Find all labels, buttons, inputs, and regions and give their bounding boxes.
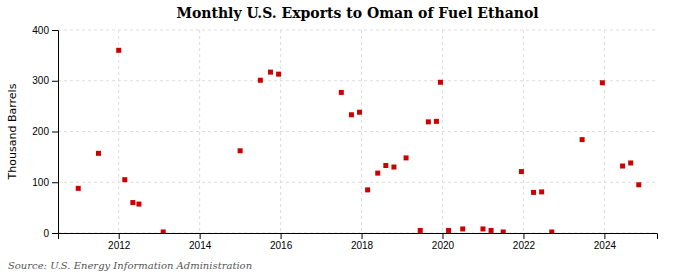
point xyxy=(636,182,641,187)
point xyxy=(375,171,380,176)
grid xyxy=(58,30,657,233)
x-tick-mark xyxy=(604,233,605,239)
points xyxy=(76,48,642,233)
x-grid-line xyxy=(523,30,524,233)
x-tick: 2018 xyxy=(351,233,374,251)
chart: 2012 2014 2016 2018 2020 2022 2024 0 100 200 300 40… xyxy=(0,0,675,275)
point xyxy=(383,163,388,168)
x-tick-label: 2012 xyxy=(108,240,131,251)
y-axis-line xyxy=(52,31,59,234)
y-tick: 100 xyxy=(32,177,58,188)
x-tick-mark xyxy=(523,233,524,239)
x-tick: 2016 xyxy=(270,233,293,251)
x-tick-mark xyxy=(281,233,282,239)
point xyxy=(365,187,370,192)
y-tick: 200 xyxy=(32,126,58,137)
x-axis: 2012 2014 2016 2018 2020 2022 2024 xyxy=(59,233,658,251)
y-tick-mark xyxy=(52,30,58,31)
point xyxy=(539,189,544,194)
y-tick-mark xyxy=(52,132,58,133)
y-tick-label: 400 xyxy=(32,25,49,36)
point xyxy=(258,78,263,83)
point xyxy=(519,169,524,174)
y-tick-mark xyxy=(52,81,58,82)
x-tick-mark xyxy=(200,233,201,239)
x-tick-label: 2022 xyxy=(513,240,536,251)
point xyxy=(549,229,554,233)
y-tick: 400 xyxy=(32,25,58,36)
point xyxy=(391,165,396,170)
point xyxy=(339,90,344,95)
y-tick-label: 100 xyxy=(32,177,49,188)
y-tick-label: 0 xyxy=(43,228,49,239)
y-axis-label: Thousand Barrels xyxy=(6,83,19,180)
x-grid-line xyxy=(199,30,200,233)
y-grid-line xyxy=(58,131,657,132)
y-grid-line xyxy=(58,30,657,31)
point xyxy=(446,228,451,233)
x-tick: 2024 xyxy=(594,233,617,251)
point xyxy=(349,112,354,117)
x-tick-label: 2016 xyxy=(270,240,293,251)
x-grid-line xyxy=(361,30,362,233)
point xyxy=(418,228,423,233)
point xyxy=(76,186,81,191)
point xyxy=(136,202,141,207)
x-tick: 2020 xyxy=(432,233,455,251)
point xyxy=(531,190,536,195)
x-tick-label: 2018 xyxy=(351,240,374,251)
point xyxy=(438,80,443,85)
y-tick-mark xyxy=(52,182,58,183)
x-tick-label: 2014 xyxy=(189,240,212,251)
annotation: Source: U.S. Energy Information Administ… xyxy=(8,260,252,271)
point xyxy=(404,155,409,160)
point xyxy=(501,229,506,233)
point xyxy=(96,151,101,156)
point xyxy=(238,148,243,153)
x-tick-mark xyxy=(362,233,363,239)
point xyxy=(620,164,625,169)
point xyxy=(161,229,166,233)
point xyxy=(357,110,362,115)
y-grid-line xyxy=(58,182,657,183)
plot: 2012 2014 2016 2018 2020 2022 2024 0 100 200 300 40… xyxy=(32,25,657,251)
x-tick-label: 2020 xyxy=(432,240,455,251)
title: Monthly U.S. Exports to Oman of Fuel Eth… xyxy=(176,5,538,21)
y-tick: 0 xyxy=(43,228,58,239)
y-tick: 300 xyxy=(32,75,58,86)
y-tick-label: 200 xyxy=(32,126,49,137)
y-tick-mark xyxy=(52,233,58,234)
point xyxy=(434,119,439,124)
point xyxy=(116,48,121,53)
x-tick-mark xyxy=(442,233,443,239)
x-tick: 2022 xyxy=(513,233,536,251)
y-axis: 0 100 200 300 400 xyxy=(32,25,58,239)
x-tick: 2014 xyxy=(189,233,212,251)
y-tick-label: 300 xyxy=(32,75,49,86)
point xyxy=(268,70,273,75)
x-tick: 2012 xyxy=(108,233,131,251)
point xyxy=(276,72,281,77)
point xyxy=(460,226,465,231)
point xyxy=(600,80,605,85)
x-axis-line xyxy=(59,234,658,240)
point xyxy=(480,226,485,231)
point xyxy=(580,137,585,142)
x-tick-label: 2024 xyxy=(594,240,617,251)
point xyxy=(122,177,127,182)
point xyxy=(426,119,431,124)
point xyxy=(130,200,135,205)
point xyxy=(628,160,633,165)
y-grid-line xyxy=(58,80,657,81)
x-tick-mark xyxy=(119,233,120,239)
point xyxy=(489,228,494,233)
